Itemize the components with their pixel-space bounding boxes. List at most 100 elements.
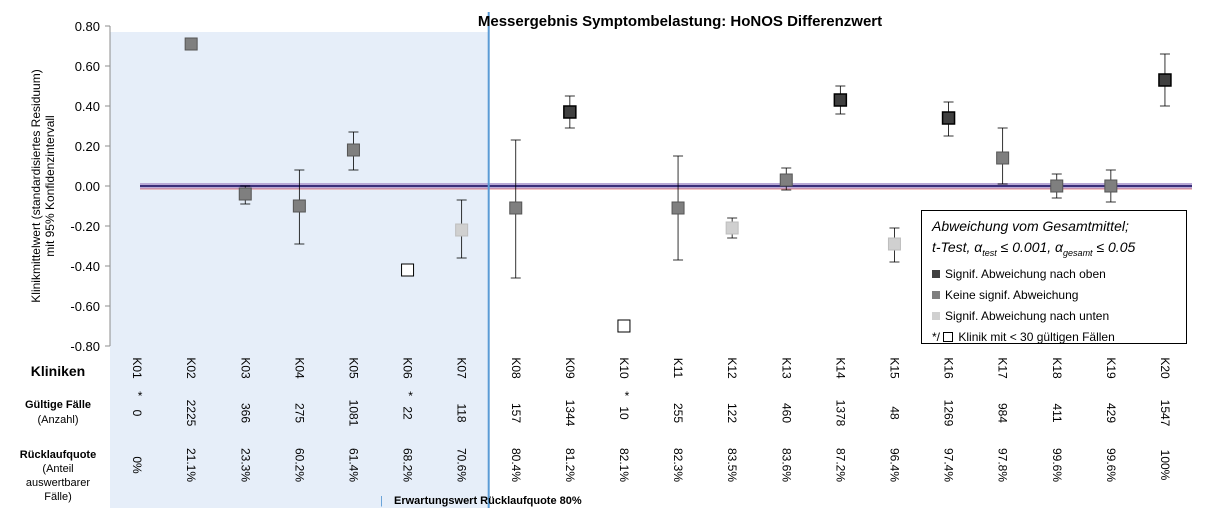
y-axis-label-line1: Klinikmittelwert (standardisiertes Resid… <box>29 69 43 302</box>
clinic-quote-K18: 99.6% <box>1050 448 1064 482</box>
clinic-n-K17: 984 <box>996 403 1010 423</box>
clinic-n-K12: 122 <box>725 403 739 423</box>
row-label-kliniken: Kliniken <box>31 363 85 379</box>
legend-test: t-Test, αtest ≤ 0.001, αgesamt ≤ 0.05 <box>932 239 1136 258</box>
point-K10 <box>617 319 631 333</box>
y-tick-label: 0.20 <box>75 139 100 154</box>
clinic-quote-K04: 60.2% <box>292 448 306 482</box>
low-response-region <box>110 32 489 508</box>
row-label-quote-2: (Anteil <box>42 463 73 475</box>
point-K07 <box>455 223 469 237</box>
clinic-quote-K03: 23.3% <box>238 448 252 482</box>
clinic-quote-K20: 100% <box>1158 450 1172 481</box>
legend-swatch-small <box>943 331 954 342</box>
clinic-n-K06: 22 <box>401 406 415 420</box>
point-K02 <box>184 37 198 51</box>
y-tick-label: -0.40 <box>70 259 100 274</box>
clinic-n-K16: 1269 <box>942 400 956 427</box>
point-K08 <box>509 201 523 215</box>
row-label-faelle-unit: (Anzahl) <box>38 414 79 426</box>
clinic-id-K03: K03 <box>238 357 252 379</box>
legend-swatch-below <box>932 311 940 320</box>
clinic-n-K05: 1081 <box>346 400 360 427</box>
point-K12 <box>725 221 739 235</box>
clinic-quote-K14: 87.2% <box>833 448 847 482</box>
clinic-n-K02: 2225 <box>184 400 198 427</box>
chart-title: Messergebnis Symptombelastung: HoNOS Dif… <box>478 13 882 30</box>
row-label-faelle: Gültige Fälle <box>25 399 91 411</box>
clinic-n-K20: 1547 <box>1158 400 1172 427</box>
row-label-quote: Rücklaufquote <box>20 449 96 461</box>
clinic-id-K14: K14 <box>833 357 847 379</box>
clinic-table: Kliniken Gültige Fälle (Anzahl) Rücklaufquo… <box>20 357 1172 503</box>
point-K17 <box>996 151 1010 165</box>
clinic-n-K18: 411 <box>1050 403 1064 422</box>
clinic-quote-K13: 83.6% <box>779 448 793 482</box>
clinic-n-K04: 275 <box>292 403 306 423</box>
y-tick-label: -0.80 <box>70 339 100 354</box>
clinic-id-K12: K12 <box>725 357 739 379</box>
legend: Abweichung vom Gesamtmittel; t-Test, αte… <box>921 210 1187 344</box>
clinic-n-K10: 10 <box>617 406 631 420</box>
clinic-n-K01: 0 <box>130 410 144 417</box>
reference-line <box>140 183 1192 190</box>
clinic-quote-K19: 99.6% <box>1104 448 1118 482</box>
point-K15 <box>887 237 901 251</box>
clinic-id-K18: K18 <box>1050 357 1064 379</box>
clinic-id-K01: K01 <box>130 357 144 379</box>
clinic-quote-K17: 97.8% <box>996 448 1010 482</box>
clinic-id-K05: K05 <box>346 357 360 379</box>
clinic-quote-K10: 82.1% <box>617 448 631 482</box>
clinic-n-K03: 366 <box>238 403 252 423</box>
clinic-n-K08: 157 <box>509 403 523 423</box>
clinic-star-K06: * <box>408 389 413 403</box>
legend-item-above: Signif. Abweichung nach oben <box>932 264 1178 285</box>
y-tick-label: -0.60 <box>70 299 100 314</box>
point-K20 <box>1158 73 1172 87</box>
clinic-id-K20: K20 <box>1158 357 1172 379</box>
clinic-id-K08: K08 <box>509 357 523 379</box>
y-tick-label: 0.40 <box>75 99 100 114</box>
threshold-label: Erwartungswert Rücklaufquote 80% <box>394 495 582 507</box>
clinic-id-K09: K09 <box>563 357 577 379</box>
y-tick-label: -0.20 <box>70 219 100 234</box>
clinic-n-K09: 1344 <box>563 400 577 427</box>
clinic-id-K07: K07 <box>455 357 469 379</box>
clinic-quote-K08: 80.4% <box>509 448 523 482</box>
point-K13 <box>779 173 793 187</box>
clinic-quote-K06: 68.2% <box>401 448 415 482</box>
point-K16 <box>941 111 956 125</box>
clinic-id-K13: K13 <box>779 357 793 379</box>
y-tick-label: 0.60 <box>75 59 100 74</box>
clinic-n-K15: 48 <box>887 406 901 420</box>
y-axis-label-line2: mit 95% Konfidenzintervall <box>43 115 57 256</box>
clinic-id-K04: K04 <box>292 357 306 379</box>
clinic-quote-K07: 70.6% <box>455 448 469 482</box>
clinic-quote-K02: 21.1% <box>184 448 198 482</box>
clinic-star-K10: * <box>625 389 630 403</box>
y-axis: 0.80 0.60 0.40 0.20 0.00 -0.20 -0.40 -0.60 -0.80 <box>70 19 111 354</box>
point-K11 <box>671 201 685 215</box>
clinic-n-K14: 1378 <box>833 400 847 427</box>
clinic-quote-K15: 96.4% <box>887 448 901 482</box>
data-points <box>184 37 1172 333</box>
point-K14 <box>833 93 848 107</box>
clinic-id-K16: K16 <box>942 357 956 379</box>
y-tick-label: 0.80 <box>75 19 100 34</box>
clinic-star-K01: * <box>138 389 143 403</box>
threshold-marker: | <box>380 495 383 507</box>
row-label-quote-4: Fälle) <box>44 491 72 503</box>
point-K18 <box>1050 179 1064 193</box>
clinic-id-K17: K17 <box>996 357 1010 379</box>
clinic-quote-K01: 0% <box>130 456 144 474</box>
point-K05 <box>346 143 360 157</box>
clinic-quote-K16: 97.4% <box>942 448 956 482</box>
clinic-id-K11: K11 <box>671 358 685 379</box>
point-K03 <box>238 187 252 201</box>
clinic-quote-K09: 81.2% <box>563 448 577 482</box>
clinic-n-K13: 460 <box>779 403 793 423</box>
point-K09 <box>563 105 577 119</box>
clinic-id-K06: K06 <box>401 357 415 379</box>
legend-item-none: Keine signif. Abweichung <box>932 285 1178 306</box>
clinic-id-K02: K02 <box>184 357 198 379</box>
